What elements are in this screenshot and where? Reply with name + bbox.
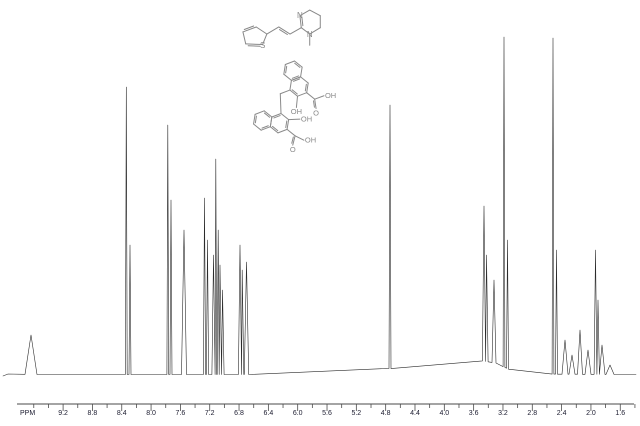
svg-text:4.0: 4.0 bbox=[439, 410, 449, 417]
svg-text:2.4: 2.4 bbox=[557, 410, 567, 417]
svg-text:5.6: 5.6 bbox=[322, 410, 332, 417]
svg-text:S: S bbox=[260, 41, 265, 50]
svg-text:8.8: 8.8 bbox=[88, 410, 98, 417]
svg-text:6.0: 6.0 bbox=[293, 410, 303, 417]
svg-text:6.8: 6.8 bbox=[234, 410, 244, 417]
svg-text:8.0: 8.0 bbox=[146, 410, 156, 417]
svg-text:1.6: 1.6 bbox=[615, 410, 625, 417]
svg-text:OH: OH bbox=[305, 136, 316, 145]
svg-text:3.6: 3.6 bbox=[469, 410, 479, 417]
svg-text:4.8: 4.8 bbox=[381, 410, 391, 417]
svg-text:2.8: 2.8 bbox=[527, 410, 537, 417]
svg-text:2.0: 2.0 bbox=[586, 410, 596, 417]
svg-text:7.2: 7.2 bbox=[205, 410, 215, 417]
svg-text:O: O bbox=[313, 108, 319, 117]
svg-text:6.4: 6.4 bbox=[264, 410, 274, 417]
svg-text:OH: OH bbox=[325, 91, 336, 100]
svg-text:N: N bbox=[297, 11, 303, 20]
svg-text:5.2: 5.2 bbox=[351, 410, 361, 417]
svg-text:OH: OH bbox=[301, 115, 312, 124]
svg-text:9.2: 9.2 bbox=[58, 410, 68, 417]
svg-text:8.4: 8.4 bbox=[117, 410, 127, 417]
svg-text:3.2: 3.2 bbox=[498, 410, 508, 417]
svg-text:7.6: 7.6 bbox=[176, 410, 186, 417]
svg-text:O: O bbox=[290, 145, 296, 154]
svg-text:N: N bbox=[307, 30, 313, 39]
svg-text:4.4: 4.4 bbox=[410, 410, 420, 417]
svg-text:PPM: PPM bbox=[20, 410, 35, 417]
